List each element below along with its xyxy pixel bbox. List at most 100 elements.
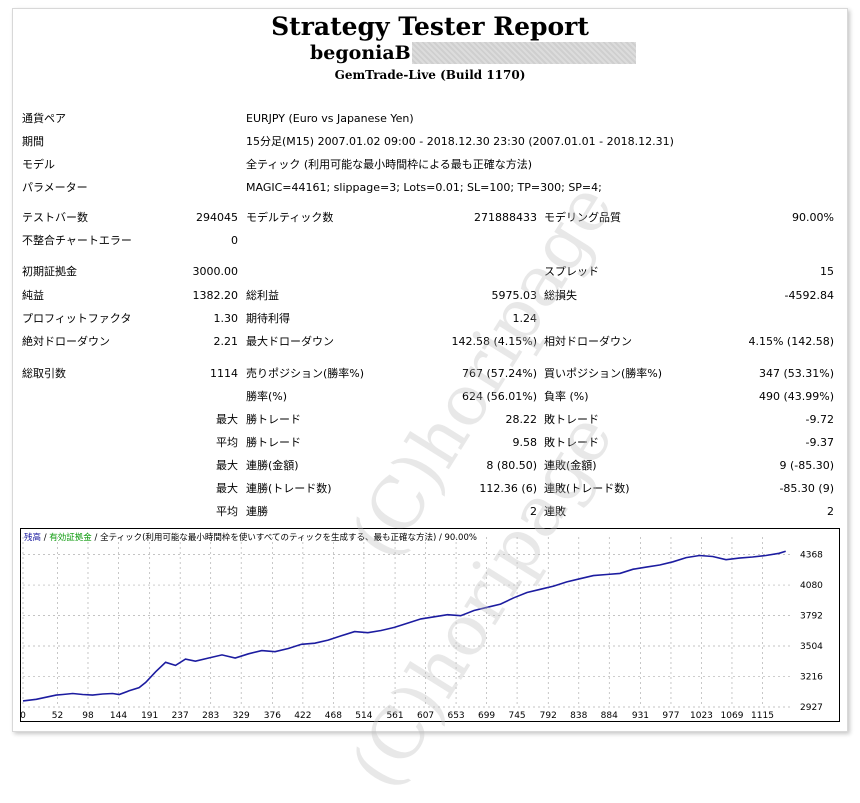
- value-mismatch: 0: [231, 234, 238, 247]
- x-tick-label-6: 283: [202, 711, 219, 721]
- value-initial-deposit: 3000.00: [192, 265, 239, 278]
- x-tick-label-4: 191: [141, 711, 158, 721]
- value-gross-profit: 5975.03: [491, 289, 538, 302]
- x-tick-label-5: 237: [172, 711, 189, 721]
- x-tick-label-1: 52: [52, 711, 63, 721]
- x-tick-label-11: 514: [355, 711, 372, 721]
- label-gross-loss: 総損失: [544, 289, 577, 302]
- qualifier-average-1: 平均: [216, 436, 238, 449]
- x-tick-label-10: 468: [325, 711, 342, 721]
- label-largest-loss-trade: 敗トレード: [544, 413, 599, 426]
- y-tick-label-4: 3216: [800, 672, 823, 682]
- value-model-ticks: 271888433: [474, 211, 537, 224]
- qualifier-largest-2: 最大: [216, 459, 238, 472]
- value-gross-loss: -4592.84: [784, 289, 834, 302]
- value-short-positions: 767 (57.24%): [461, 367, 537, 380]
- value-total-trades: 1114: [210, 367, 238, 380]
- label-max-consecutive-wins-count: 連勝(トレード数): [246, 482, 332, 495]
- label-model-ticks: モデルティック数: [246, 211, 334, 224]
- x-tick-label-3: 144: [110, 711, 127, 721]
- label-max-consecutive-losses-count: 連敗(トレード数): [544, 482, 630, 495]
- label-average-consecutive-wins: 連勝: [246, 505, 268, 518]
- label-model-quality: モデリング品質: [544, 211, 621, 224]
- value-average-loss-trade: -9.37: [805, 436, 834, 449]
- value-model: 全ティック (利用可能な最小時間枠による最も正確な方法): [246, 158, 533, 171]
- label-average-loss-trade: 敗トレード: [544, 436, 599, 449]
- y-tick-label-2: 3792: [800, 612, 823, 622]
- account-mask: [412, 42, 636, 64]
- x-tick-label-24: 1115: [751, 711, 774, 721]
- value-max-consecutive-losses-money: 9 (-85.30): [779, 459, 834, 472]
- value-max-consecutive-losses-count: -85.30 (9): [779, 482, 834, 495]
- qualifier-average-2: 平均: [216, 505, 238, 518]
- value-long-positions: 347 (53.31%): [758, 367, 834, 380]
- label-net-profit: 純益: [22, 289, 44, 302]
- label-symbol: 通貨ペア: [22, 112, 66, 125]
- value-average-consecutive-wins: 2: [530, 505, 537, 518]
- label-spread: スプレッド: [544, 265, 599, 278]
- x-tick-label-15: 699: [478, 711, 495, 721]
- x-tick-label-0: 0: [20, 711, 26, 721]
- value-period: 15分足(M15) 2007.01.02 09:00 - 2018.12.30 …: [246, 135, 674, 148]
- label-expected-payoff: 期待利得: [246, 312, 290, 325]
- value-relative-drawdown: 4.15% (142.58): [748, 335, 834, 348]
- label-relative-drawdown: 相対ドローダウン: [544, 335, 632, 348]
- label-average-profit-trade: 勝トレード: [246, 436, 301, 449]
- value-model-quality: 90.00%: [792, 211, 834, 224]
- x-tick-label-20: 931: [632, 711, 649, 721]
- value-largest-profit-trade: 28.22: [505, 413, 538, 426]
- x-tick-label-17: 792: [540, 711, 557, 721]
- label-model: モデル: [22, 158, 55, 171]
- value-average-profit-trade: 9.58: [512, 436, 538, 449]
- value-max-consecutive-wins-money: 8 (80.50): [486, 459, 537, 472]
- x-tick-label-9: 422: [294, 711, 311, 721]
- label-period: 期間: [22, 135, 44, 148]
- label-long-positions: 買いポジション(勝率%): [544, 367, 663, 380]
- x-tick-label-22: 1023: [690, 711, 713, 721]
- x-tick-label-18: 838: [570, 711, 587, 721]
- label-maximal-drawdown: 最大ドローダウン: [246, 335, 334, 348]
- chart-legend: 残高 / 有効証拠金 / 全ティック(利用可能な最小時間枠を使いすべてのティック…: [24, 531, 477, 543]
- label-max-consecutive-losses-money: 連敗(金額): [544, 459, 597, 472]
- x-tick-label-14: 653: [447, 711, 464, 721]
- y-tick-label-0: 4368: [800, 551, 823, 561]
- y-tick-label-3: 3504: [800, 642, 823, 652]
- x-tick-label-16: 745: [508, 711, 525, 721]
- chart-border: [20, 528, 840, 722]
- label-profit-factor: プロフィットファクタ: [22, 312, 132, 325]
- label-mismatch: 不整合チャートエラー: [22, 234, 132, 247]
- y-tick-label-1: 4080: [800, 581, 823, 591]
- label-initial-deposit: 初期証拠金: [22, 265, 77, 278]
- qualifier-largest-1: 最大: [216, 413, 238, 426]
- label-largest-profit-trade: 勝トレード: [246, 413, 301, 426]
- value-test-bars: 294045: [196, 211, 238, 224]
- value-profit-trades: 624 (56.01%): [461, 390, 537, 403]
- legend-balance: 残高: [24, 533, 42, 543]
- label-parameters: パラメーター: [22, 181, 88, 194]
- balance-chart: 4368 4080 3792 3504 3216 2927 0 52 98 144 191 237 2…: [20, 528, 840, 722]
- y-tick-label-5: 2927: [800, 703, 823, 713]
- value-expected-payoff: 1.24: [512, 312, 538, 325]
- value-net-profit: 1382.20: [192, 289, 239, 302]
- account-name: begoniaBS: [310, 42, 425, 64]
- value-absolute-drawdown: 2.21: [213, 335, 239, 348]
- value-parameters: MAGIC=44161; slippage=3; Lots=0.01; SL=1…: [246, 181, 602, 194]
- value-maximal-drawdown: 142.58 (4.15%): [451, 335, 537, 348]
- value-average-consecutive-losses: 2: [827, 505, 834, 518]
- legend-model-info: / 全ティック(利用可能な最小時間枠を使いすべてのティックを生成する、最も正確な…: [91, 533, 477, 543]
- label-test-bars: テストバー数: [22, 211, 88, 224]
- label-profit-trades: 勝率(%): [246, 390, 288, 403]
- balance-line: [22, 550, 786, 702]
- label-total-trades: 総取引数: [22, 367, 66, 380]
- x-tick-label-23: 1069: [721, 711, 744, 721]
- server-name: GemTrade-Live (Build 1170): [334, 68, 526, 82]
- label-max-consecutive-wins-money: 連勝(金額): [246, 459, 299, 472]
- chart-y-ticks: 4368 4080 3792 3504 3216 2927: [800, 551, 823, 713]
- value-largest-loss-trade: -9.72: [805, 413, 834, 426]
- chart-x-ticks: 0 52 98 144 191 237 283 329 376 422 468 514 561 607 65…: [20, 711, 774, 721]
- report-title: Strategy Tester Report: [271, 12, 589, 41]
- x-tick-label-19: 884: [601, 711, 618, 721]
- value-loss-trades: 490 (43.99%): [758, 390, 834, 403]
- qualifier-largest-3: 最大: [216, 482, 238, 495]
- x-tick-label-7: 329: [233, 711, 250, 721]
